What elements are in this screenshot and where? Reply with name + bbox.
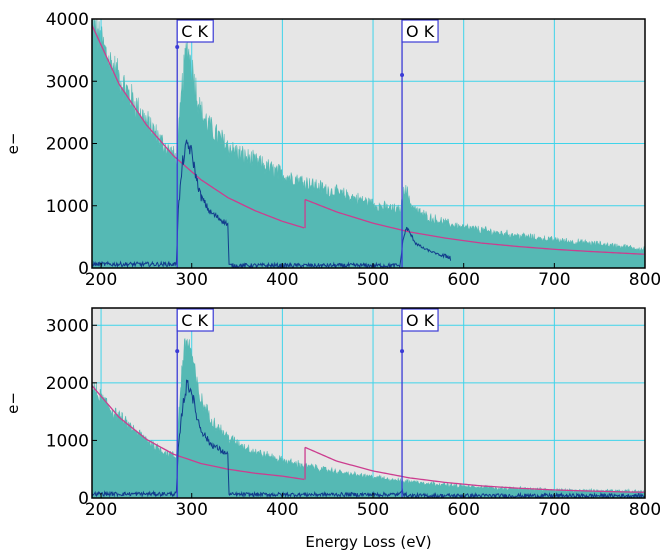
x-tick-label: 200 — [85, 270, 117, 290]
x-tick-label: 400 — [266, 270, 298, 290]
edge-marker-dot — [400, 73, 405, 78]
y-tick-label: 2000 — [46, 374, 89, 394]
edge-marker-dot — [175, 349, 180, 354]
edge-label: O K — [406, 311, 435, 330]
plot-content — [92, 338, 645, 498]
x-tick-label: 700 — [538, 270, 570, 290]
edge-marker-dot — [400, 349, 405, 354]
background-fit-line — [304, 446, 645, 493]
y-tick-label: 2000 — [46, 135, 89, 155]
x-tick-label: 800 — [629, 270, 660, 290]
edge-label-box — [176, 308, 214, 332]
y-tick-label: 1000 — [46, 431, 89, 451]
x-tick-label: 600 — [447, 500, 479, 520]
chart-panel-top: C K O K 200 300 400 500 600 700 800 0 1000 2000 3000… — [4, 10, 660, 290]
spectrum-area — [92, 19, 645, 268]
edge-label: C K — [181, 311, 208, 330]
y-tick-label: 4000 — [46, 10, 89, 30]
edge-label-box — [401, 308, 439, 332]
y-tick-label: 3000 — [46, 316, 89, 336]
x-tick-label: 600 — [447, 270, 479, 290]
x-tick-label: 500 — [357, 270, 389, 290]
plot-content — [92, 19, 645, 268]
x-tick-label: 500 — [357, 500, 389, 520]
y-axis-label: e− — [4, 392, 22, 414]
edge-label-box — [176, 19, 214, 43]
edge-signal-line — [92, 379, 645, 498]
plot-frame — [91, 307, 646, 499]
x-tick-label: 400 — [266, 500, 298, 520]
edge-label-box — [401, 19, 439, 43]
x-tick-label: 300 — [175, 500, 207, 520]
chart-panel-bottom: C K O K 200 300 400 500 600 700 800 0 1000 2000 3000… — [4, 307, 660, 550]
x-tick-label: 800 — [629, 500, 660, 520]
background-fit-line — [304, 198, 645, 255]
background-fit-line — [92, 24, 305, 229]
x-tick-label: 200 — [85, 500, 117, 520]
y-tick-label: 1000 — [46, 197, 89, 217]
x-axis-label: Energy Loss (eV) — [305, 533, 431, 550]
edge-marker-dot — [175, 45, 180, 50]
y-tick-label: 0 — [78, 489, 89, 509]
x-tick-label: 700 — [538, 500, 570, 520]
y-tick-label: 0 — [78, 259, 89, 279]
y-axis-label: e− — [4, 133, 22, 155]
y-tick-label: 3000 — [46, 72, 89, 92]
x-tick-label: 300 — [175, 270, 207, 290]
background-fit-line — [92, 385, 305, 481]
edge-label: O K — [406, 22, 435, 41]
edge-label: C K — [181, 22, 208, 41]
edge-signal-line — [92, 139, 452, 268]
